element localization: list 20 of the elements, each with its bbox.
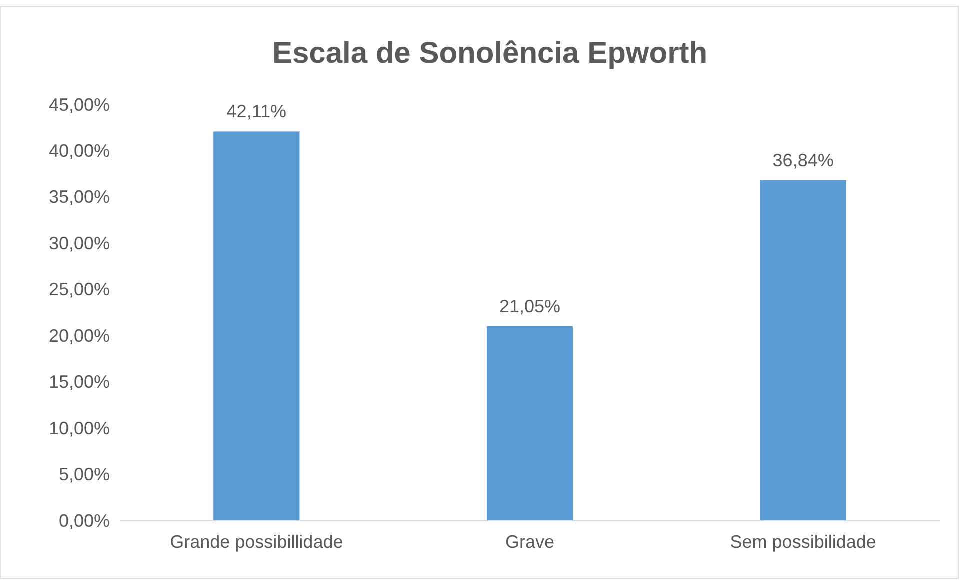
data-label: 36,84% <box>772 150 834 170</box>
y-tick-label: 25,00% <box>48 280 110 300</box>
y-tick-label: 30,00% <box>48 233 110 254</box>
y-tick-label: 10,00% <box>48 418 110 438</box>
x-tick-label: Grave <box>505 532 555 552</box>
data-label: 42,11% <box>226 102 287 122</box>
y-tick-label: 15,00% <box>48 372 110 392</box>
bar <box>760 180 846 521</box>
bar <box>214 132 300 521</box>
y-tick-label: 0,00% <box>58 510 110 531</box>
y-tick-label: 5,00% <box>58 464 110 485</box>
y-tick-label: 20,00% <box>48 326 110 346</box>
data-label: 21,05% <box>499 296 561 316</box>
y-tick-label: 35,00% <box>48 187 110 208</box>
x-tick-label: Grande possibillidade <box>170 532 344 552</box>
y-tick-label: 40,00% <box>48 140 110 161</box>
bar <box>486 326 574 521</box>
x-tick-label: Sem possibilidade <box>730 532 876 552</box>
chart-title: Escala de Sonolência Epworth <box>272 37 708 70</box>
y-tick-label: 45,00% <box>48 94 110 115</box>
